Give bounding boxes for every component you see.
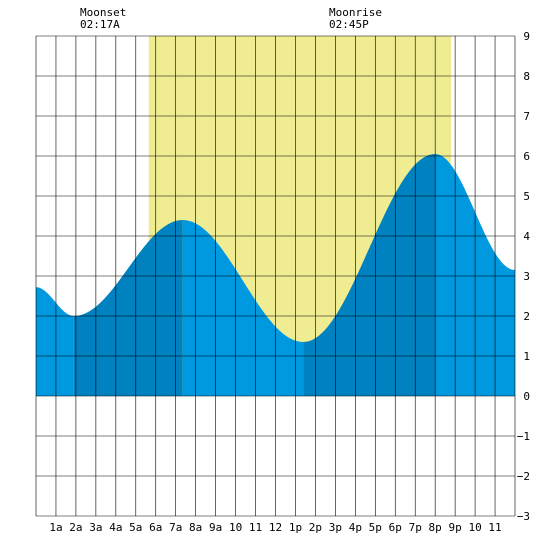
moonset-title: Moonset bbox=[80, 6, 126, 19]
y-tick-label: 0 bbox=[523, 390, 530, 403]
y-tick-label: 3 bbox=[523, 270, 530, 283]
moonset-time: 02:17A bbox=[80, 18, 120, 31]
y-tick-label: 7 bbox=[523, 110, 530, 123]
y-tick-label: 1 bbox=[523, 350, 530, 363]
x-tick-label: 8p bbox=[429, 521, 442, 534]
x-tick-label: 8a bbox=[189, 521, 202, 534]
x-tick-label: 7a bbox=[169, 521, 182, 534]
x-tick-label: 4p bbox=[349, 521, 362, 534]
x-tick-label: 10 bbox=[229, 521, 242, 534]
x-tick-label: 11 bbox=[249, 521, 262, 534]
x-tick-label: 3a bbox=[89, 521, 102, 534]
y-tick-label: 5 bbox=[523, 190, 530, 203]
moonrise-time: 02:45P bbox=[329, 18, 369, 31]
x-tick-label: 6a bbox=[149, 521, 162, 534]
x-tick-label: 3p bbox=[329, 521, 342, 534]
y-tick-label: 4 bbox=[523, 230, 530, 243]
x-tick-label: 2p bbox=[309, 521, 322, 534]
x-tick-label: 11 bbox=[488, 521, 501, 534]
y-tick-label: 2 bbox=[523, 310, 530, 323]
x-tick-label: 1a bbox=[49, 521, 62, 534]
y-tick-label: −3 bbox=[517, 510, 530, 523]
x-tick-label: 7p bbox=[409, 521, 422, 534]
tide-falling-area bbox=[182, 220, 304, 396]
y-tick-label: 8 bbox=[523, 70, 530, 83]
x-tick-label: 9p bbox=[449, 521, 462, 534]
x-tick-label: 1p bbox=[289, 521, 302, 534]
x-tick-label: 5p bbox=[369, 521, 382, 534]
x-tick-label: 5a bbox=[129, 521, 142, 534]
y-tick-label: −1 bbox=[517, 430, 530, 443]
x-tick-label: 6p bbox=[389, 521, 402, 534]
tide-falling-area bbox=[36, 287, 74, 396]
y-tick-label: −2 bbox=[517, 470, 530, 483]
tide-rising-area bbox=[303, 154, 436, 396]
y-tick-label: 6 bbox=[523, 150, 530, 163]
y-tick-label: 9 bbox=[523, 30, 530, 43]
x-tick-label: 4a bbox=[109, 521, 122, 534]
x-tick-label: 9a bbox=[209, 521, 222, 534]
x-tick-label: 10 bbox=[468, 521, 481, 534]
x-tick-label: 2a bbox=[69, 521, 82, 534]
x-tick-label: 12 bbox=[269, 521, 282, 534]
moonrise-title: Moonrise bbox=[329, 6, 382, 19]
